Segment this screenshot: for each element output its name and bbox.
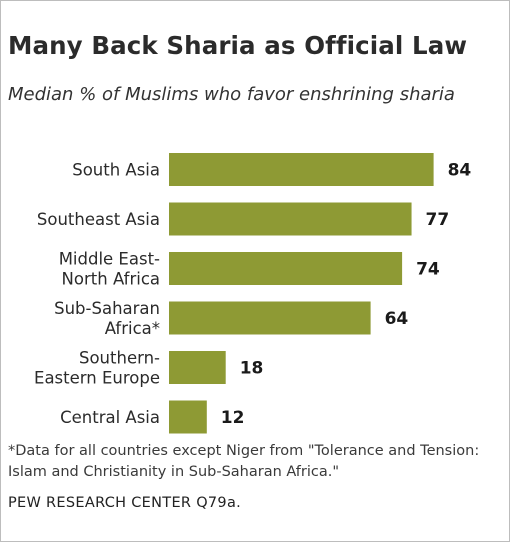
bar-3 bbox=[169, 301, 371, 335]
category-label-5: Central Asia bbox=[60, 408, 160, 427]
value-label-5: 12 bbox=[221, 408, 245, 428]
category-label-4: Southern-Eastern Europe bbox=[34, 349, 160, 388]
bar-2 bbox=[169, 252, 403, 285]
category-label-3: Sub-Saharan Africa* bbox=[54, 299, 160, 338]
value-label-3: 64 bbox=[385, 309, 409, 329]
category-label-1: Southeast Asia bbox=[37, 210, 160, 229]
value-label-4: 18 bbox=[240, 359, 264, 379]
source-note: PEW RESEARCH CENTER Q79a. bbox=[8, 495, 242, 511]
bar-1 bbox=[169, 202, 412, 236]
category-label-0: South Asia bbox=[72, 161, 160, 180]
chart-title: Many Back Sharia as Official Law bbox=[8, 31, 468, 60]
bar-chart: South Asia 84 Southeast Asia 77 Middle East-… bbox=[34, 153, 472, 434]
chart-subtitle: Median % of Muslims who favor enshrining… bbox=[8, 84, 455, 105]
value-label-0: 84 bbox=[448, 161, 472, 181]
bar-5 bbox=[169, 400, 207, 434]
value-label-2: 74 bbox=[416, 260, 440, 280]
bar-4 bbox=[169, 351, 226, 384]
category-label-2: Middle East-North Africa bbox=[59, 250, 160, 289]
footnote: *Data for all countries except Niger fro… bbox=[8, 443, 480, 480]
value-label-1: 77 bbox=[426, 210, 450, 230]
bar-0 bbox=[169, 153, 434, 186]
